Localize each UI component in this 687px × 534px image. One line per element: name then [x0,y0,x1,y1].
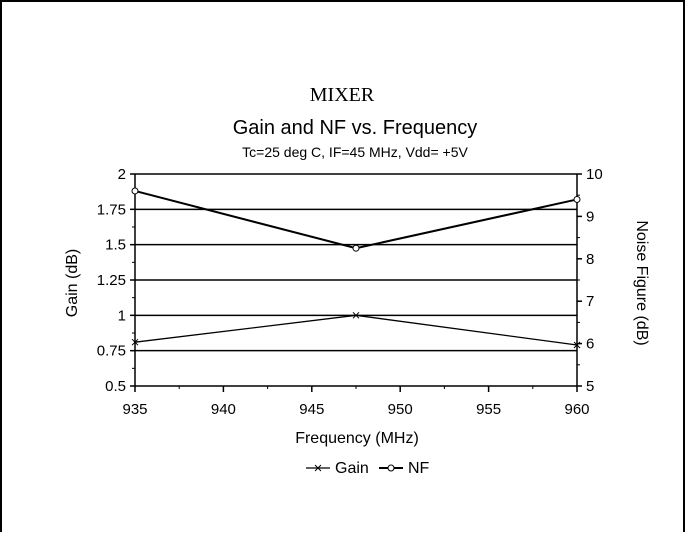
y2-tick-label: 7 [586,293,594,310]
y2-tick-label: 9 [586,208,594,225]
data-point-nf [352,244,360,252]
data-point-gain [131,338,139,346]
series-line-gain [134,314,578,346]
legend-label: NF [408,460,430,477]
y2-tick-label: 5 [586,378,594,395]
x-tick-label: 935 [122,401,147,418]
y-tick-label: 1.25 [97,272,126,289]
y2-axis-label: Noise Figure (dB) [633,220,650,345]
legend: Gain NF [306,460,430,477]
x-tick-label: 960 [564,401,589,418]
series-line-nf [134,189,578,250]
legend-label: Gain [335,460,369,477]
x-tick-label: 950 [388,401,413,418]
y2-tick-label: 10 [586,166,603,183]
grid-lines [135,173,577,352]
chart-conditions: Tc=25 deg C, IF=45 MHz, Vdd= +5V [242,144,468,160]
tick-labels: 0.5 0.75 1 1.25 1.5 1.75 2 5 6 7 8 9 10 935 940 945 950 9… [97,166,603,418]
y-tick-label: 1.5 [105,237,126,254]
y-tick-label: 0.75 [97,343,126,360]
legend-item-nf: NF [379,460,430,477]
series-layer [131,187,581,349]
y-tick-label: 0.5 [105,378,126,395]
chart-title: MIXER [310,84,375,106]
data-point-gain [573,341,581,349]
data-point-nf [131,187,139,195]
chart-subtitle: Gain and NF vs. Frequency [233,117,478,139]
x-tick-label: 940 [211,401,236,418]
data-point-gain [314,464,322,472]
data-point-gain [352,311,360,319]
x-tick-label: 955 [476,401,501,418]
axes [130,173,582,392]
data-point-nf [573,195,581,203]
y-axis-label: Gain (dB) [64,249,81,317]
legend-item-gain: Gain [306,460,369,477]
x-tick-label: 945 [299,401,324,418]
y2-tick-label: 8 [586,251,594,268]
x-axis-label: Frequency (MHz) [295,430,419,447]
y-tick-label: 1 [118,307,126,324]
y2-tick-label: 6 [586,336,594,353]
y-tick-label: 2 [118,166,126,183]
y-tick-label: 1.75 [97,201,126,218]
data-point-nf [387,464,395,472]
